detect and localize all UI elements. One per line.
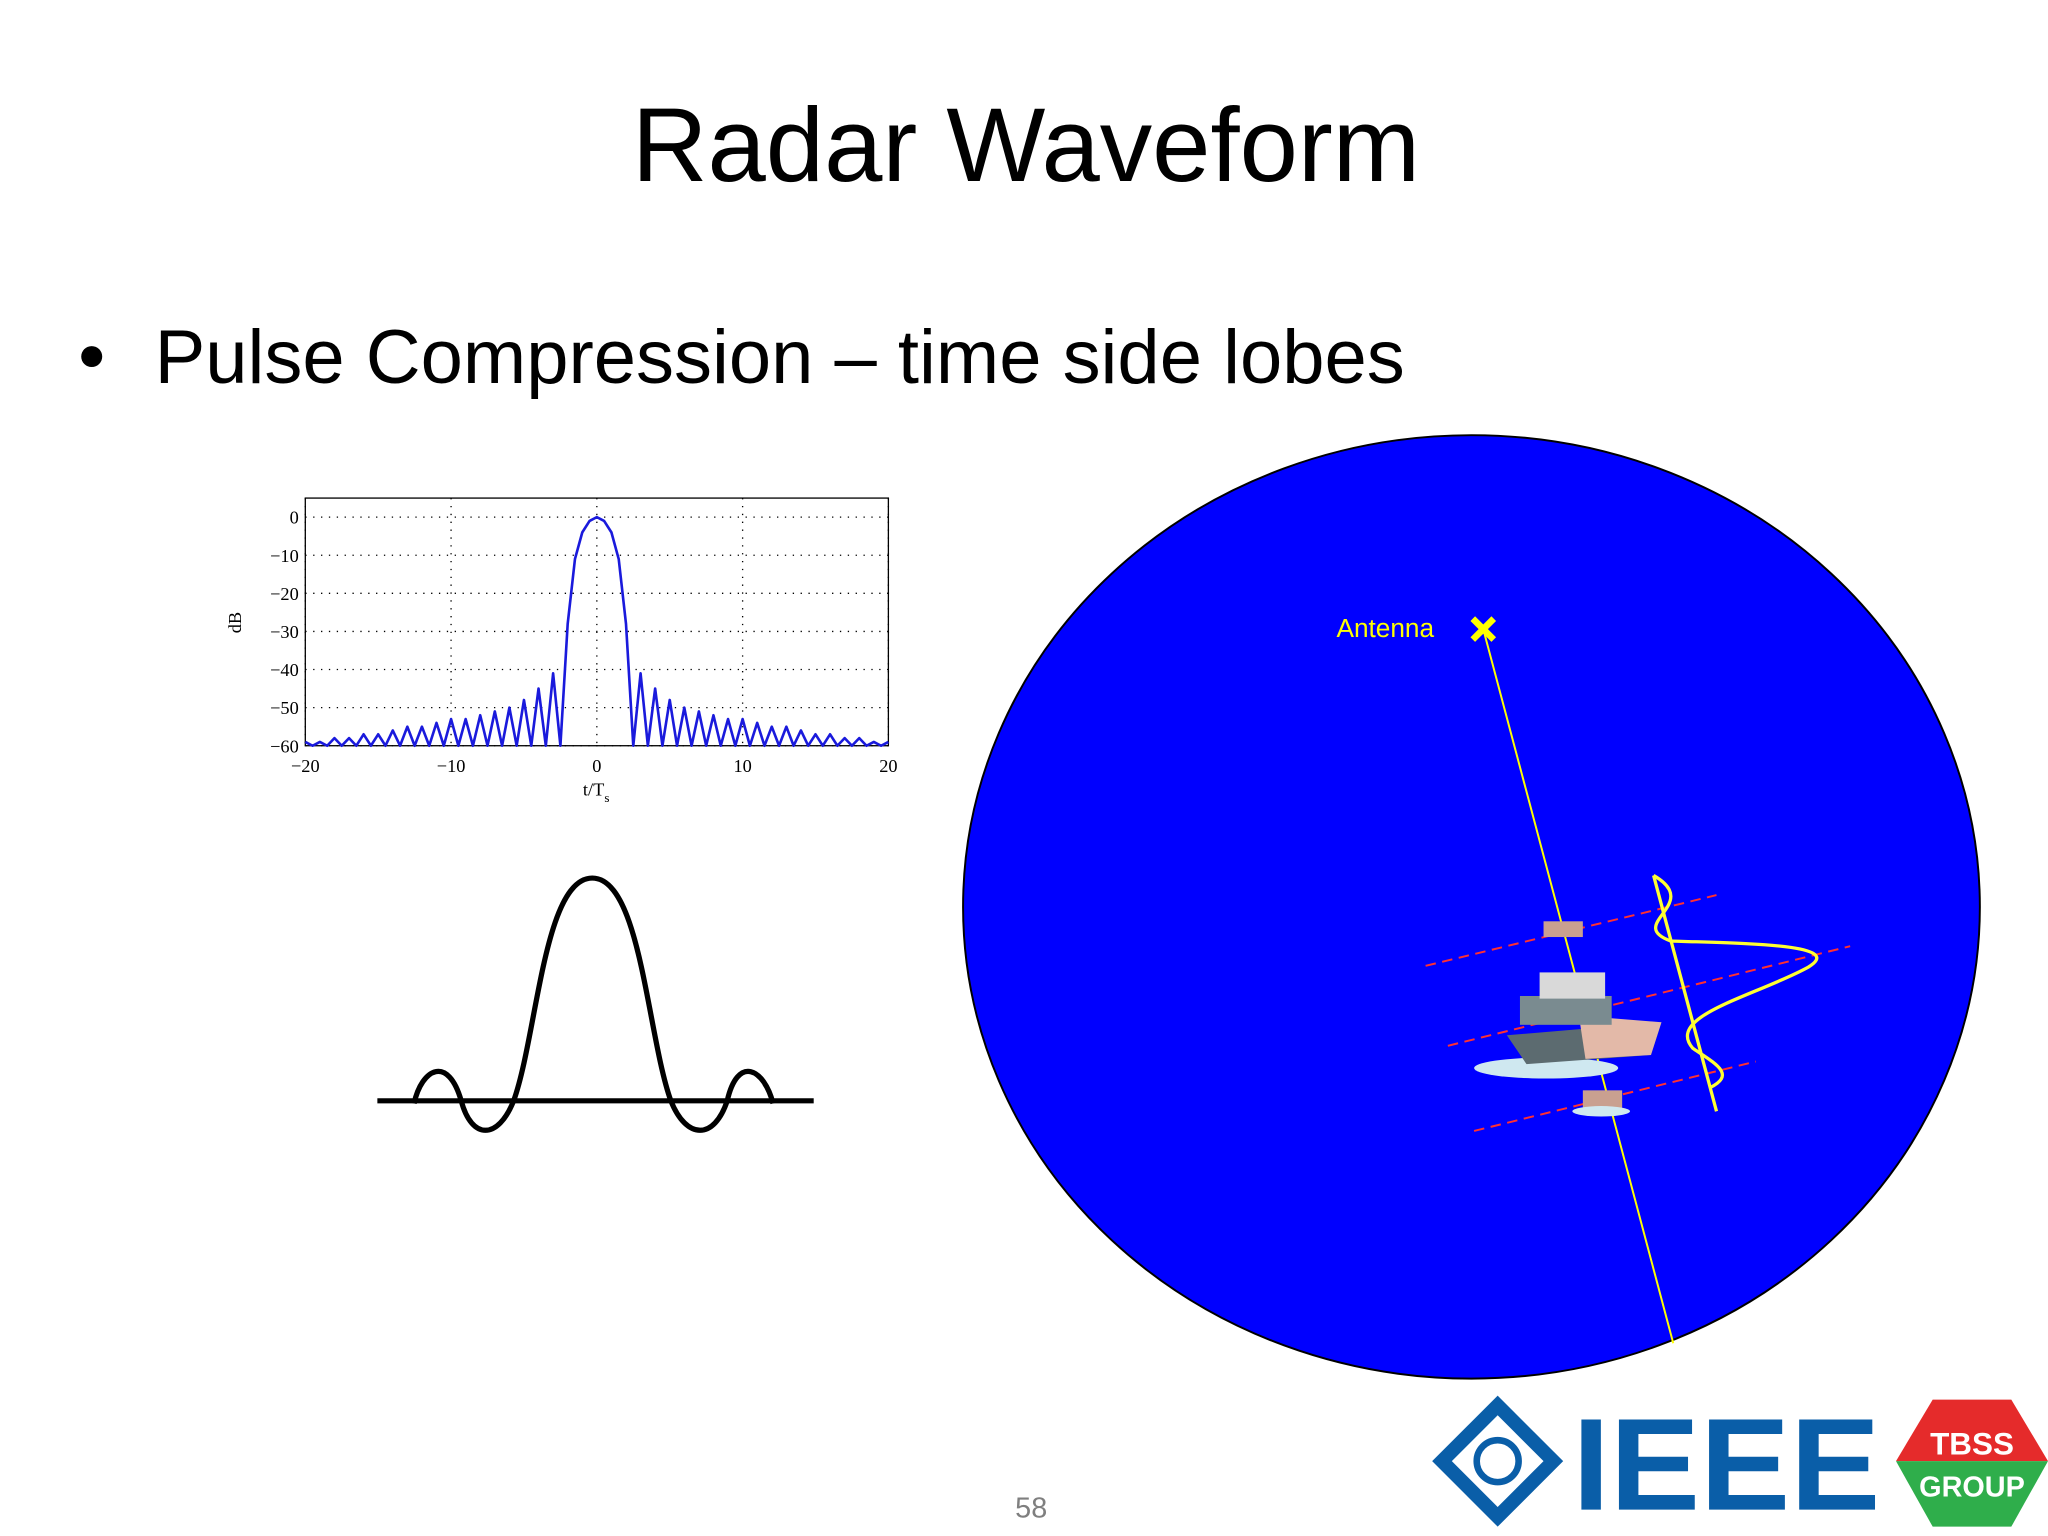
echo-waveform bbox=[1652, 874, 1819, 1090]
ship-wake bbox=[1572, 1106, 1631, 1117]
ieee-emblem bbox=[1473, 1436, 1522, 1486]
x-tick-label: 10 bbox=[733, 756, 751, 776]
sketch-curve bbox=[411, 875, 776, 1133]
tbss-logo: TBSS GROUP bbox=[1896, 1399, 2048, 1527]
echo-axis bbox=[1652, 875, 1719, 1112]
bullet-dot bbox=[81, 346, 103, 368]
x-tick-label: 0 bbox=[592, 756, 601, 776]
antenna-label: Antenna bbox=[1337, 613, 1435, 643]
slide-title: Radar Waveform bbox=[632, 87, 1420, 204]
data-line bbox=[304, 515, 889, 748]
y-tick-label: −20 bbox=[270, 584, 299, 604]
ieee-diamond-inner bbox=[1451, 1415, 1544, 1508]
y-tick-label: −60 bbox=[270, 736, 299, 756]
ieee-logo: IEEE bbox=[1432, 1391, 1880, 1536]
y-tick-label: 0 bbox=[290, 508, 299, 528]
ship-bridge bbox=[1539, 972, 1606, 999]
ship-small bbox=[1543, 921, 1583, 938]
plot: dB t/Ts 0−10−20−30−40−50−60−20 −10 0 10 20 bbox=[225, 497, 898, 806]
x-axis-label: t/Ts bbox=[583, 780, 610, 806]
ship-wake bbox=[1474, 1057, 1619, 1079]
ship-bow bbox=[1578, 1015, 1662, 1059]
bullet-text: Pulse Compression – time side lobes bbox=[155, 315, 1405, 400]
page-number: 58 bbox=[1015, 1492, 1047, 1524]
x-tick-label: 20 bbox=[879, 756, 897, 776]
tbss-bottom bbox=[1896, 1461, 2048, 1527]
tbss-text: TBSS bbox=[1930, 1427, 2014, 1462]
ieee-text: IEEE bbox=[1572, 1391, 1880, 1536]
y-tick-label: −30 bbox=[270, 622, 299, 642]
tbss-top bbox=[1896, 1399, 2048, 1462]
y-axis-label: dB bbox=[225, 612, 245, 633]
x-axis-label-base: t/T bbox=[583, 780, 604, 800]
x-tick-label: −10 bbox=[437, 756, 466, 776]
ships bbox=[1474, 921, 1662, 1117]
ship-small bbox=[1582, 1090, 1623, 1109]
ship-deck bbox=[1519, 995, 1612, 1025]
y-tick-label: −50 bbox=[270, 698, 299, 718]
y-tick-label: −10 bbox=[270, 546, 299, 566]
y-tick-label: −40 bbox=[270, 660, 299, 680]
group-text: GROUP bbox=[1919, 1472, 2025, 1504]
range-line bbox=[1447, 945, 1851, 1047]
x-axis-label-sub: s bbox=[604, 790, 609, 805]
radar-area bbox=[962, 434, 1981, 1380]
x-tick-label: −20 bbox=[291, 756, 320, 776]
